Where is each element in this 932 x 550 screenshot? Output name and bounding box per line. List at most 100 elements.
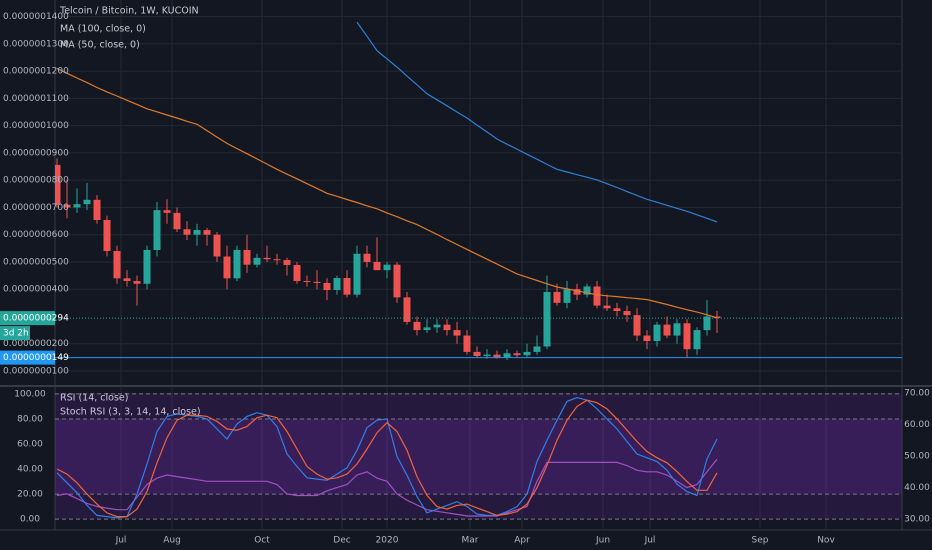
candle-body	[673, 323, 681, 336]
candle-body	[293, 264, 301, 282]
y2-tick-label: 50.00	[904, 452, 930, 462]
chart-title: Telcoin / Bitcoin, 1W, KUCOIN	[59, 6, 199, 17]
candle-body	[523, 351, 531, 356]
candle-body	[363, 253, 371, 262]
candle-body	[223, 256, 231, 279]
candle-body	[533, 346, 541, 352]
y-tick-label: 0.0000000800	[3, 176, 69, 186]
candle-body	[473, 351, 481, 356]
grid	[55, 0, 902, 530]
y-tick-label: 0.0000000700	[3, 203, 69, 213]
candle-body	[193, 230, 201, 235]
candle-body	[393, 264, 401, 298]
candle-body	[443, 324, 451, 331]
x-tick-label: Aug	[163, 536, 181, 546]
candle-body	[173, 212, 181, 230]
candle-body	[63, 204, 71, 208]
candle-body	[263, 257, 271, 260]
y-tick-label: 0.0000000900	[3, 148, 69, 158]
countdown-label: 3d 2h	[3, 329, 29, 339]
candle-body	[413, 321, 421, 331]
candle-body	[233, 249, 241, 279]
candle-body	[503, 353, 511, 358]
price-line-badge	[0, 350, 55, 365]
candle-body	[693, 330, 701, 350]
y-tick-label: 0.0000000500	[3, 257, 69, 267]
y2-tick-label: 40.00	[904, 483, 930, 493]
x-tick-label: 2020	[376, 536, 399, 546]
y-tick-label: 0.0000001200	[3, 67, 69, 77]
candle-body	[633, 315, 641, 336]
candle-body	[353, 253, 361, 295]
candle-body	[163, 210, 171, 213]
candle-body	[343, 278, 351, 295]
candle-body	[493, 354, 501, 358]
x-tick-label: Dec	[333, 536, 350, 546]
axes: Jul Aug Oct Dec 2020 Mar Apr Jun Jul Sep Nov 0.0000…	[0, 12, 930, 546]
x-tick-label: Nov	[817, 536, 835, 546]
y-tick-label: 40.00	[17, 465, 43, 475]
price-pane	[55, 21, 902, 361]
candle-body	[373, 261, 381, 271]
candle-body	[603, 305, 611, 309]
countdown-badge	[0, 326, 30, 341]
candle-body	[133, 281, 141, 284]
candle-body	[423, 327, 431, 331]
price-line-label: 0.0000000149	[3, 353, 69, 363]
y-tick-label: 0.0000001100	[3, 94, 69, 104]
candle-body	[73, 204, 81, 208]
x-tick-label: Mar	[462, 536, 479, 546]
candle-body	[303, 281, 311, 283]
y-tick-label: 80.00	[17, 414, 43, 424]
y2-tick-label: 70.00	[904, 388, 930, 398]
candle-body	[143, 249, 151, 284]
y-tick-label: 0.0000000600	[3, 230, 69, 240]
last-price-badge	[0, 311, 55, 326]
candle-body	[103, 219, 111, 252]
legend-entry: MA (100, close, 0)	[60, 24, 146, 35]
legend-entry: MA (50, close, 0)	[60, 40, 140, 51]
y-tick-label: 100.00	[14, 389, 46, 399]
candle-body	[323, 282, 331, 291]
candle-body	[683, 323, 691, 350]
y-tick-label: 0.0000001000	[3, 121, 69, 131]
candle-body	[253, 257, 261, 265]
stoch-band	[55, 418, 902, 495]
candle-body	[55, 164, 61, 205]
candle-body	[623, 311, 631, 316]
y-tick-label: 20.00	[17, 490, 43, 500]
x-tick-label: Jun	[595, 536, 610, 546]
legend-entry: Stoch RSI (3, 3, 14, 14, close)	[60, 407, 201, 418]
candle-body	[283, 260, 291, 265]
legend-entry: RSI (14, close)	[60, 393, 128, 404]
rsi-band	[55, 392, 902, 520]
line-series	[56, 399, 718, 518]
candle-body	[93, 199, 101, 220]
y-tick-label: 0.00	[20, 515, 40, 525]
candle-body	[123, 278, 131, 282]
y-tick-label: 0.0000000200	[3, 339, 69, 349]
x-tick-label: Jul	[644, 536, 656, 546]
candle-body	[663, 324, 671, 336]
candle-body	[703, 316, 711, 331]
candle-body	[613, 308, 621, 312]
candle-body	[383, 264, 391, 271]
candle-body	[583, 286, 591, 295]
y-tick-label: 60.00	[17, 439, 43, 449]
candle-body	[203, 230, 211, 235]
y2-tick-label: 60.00	[904, 420, 930, 430]
line-series	[356, 21, 718, 223]
candle-body	[513, 353, 521, 356]
candle-body	[333, 278, 341, 291]
candle-body	[483, 354, 491, 356]
candle-body	[243, 249, 251, 265]
candle-body	[403, 297, 411, 322]
line-series	[56, 396, 718, 519]
y-tick-label: 0.0000001400	[3, 12, 69, 22]
oscillator-pane	[55, 392, 902, 520]
candle-body	[83, 199, 91, 205]
line-series	[56, 458, 718, 517]
last-price-label: 0.0000000294	[3, 314, 69, 324]
candle-body	[463, 335, 471, 352]
